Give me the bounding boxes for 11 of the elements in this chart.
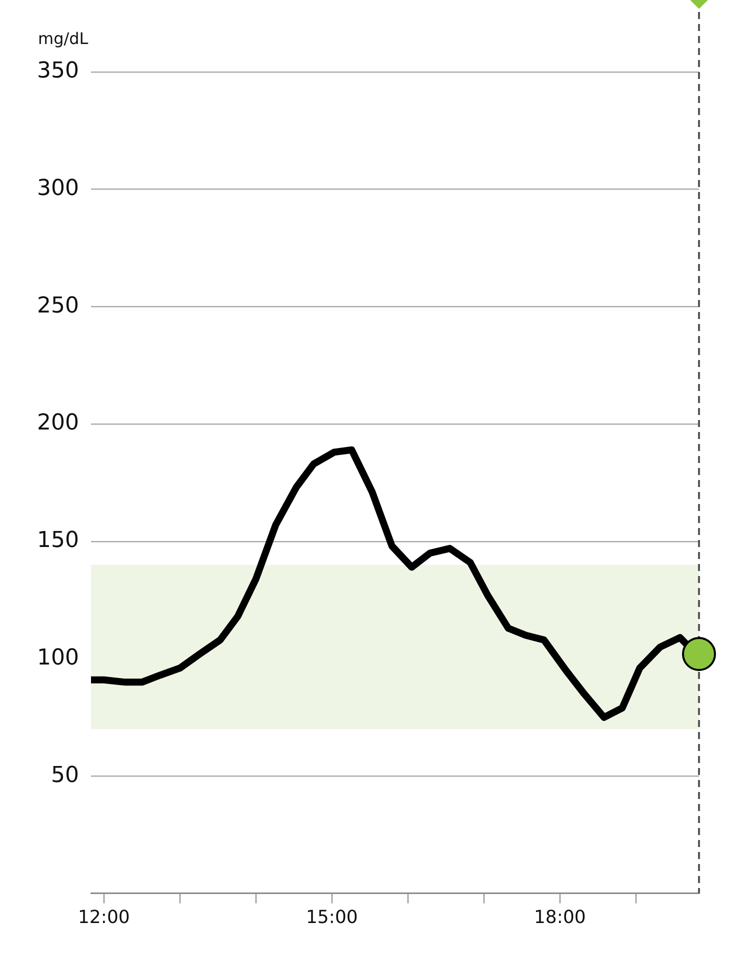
y-tick-label: 350 xyxy=(37,58,79,84)
x-tick-label: 18:00 xyxy=(534,906,586,928)
y-tick-label: 50 xyxy=(51,762,79,788)
x-tick-label: 15:00 xyxy=(306,906,358,928)
x-tick-label: 12:00 xyxy=(78,906,130,928)
y-axis-title: mg/dL xyxy=(38,29,88,48)
y-tick-label: 200 xyxy=(37,410,79,436)
y-tick-label: 150 xyxy=(37,528,79,554)
y-tick-label: 250 xyxy=(37,293,79,318)
y-tick-label: 300 xyxy=(37,176,79,202)
y-tick-label: 100 xyxy=(37,645,79,670)
